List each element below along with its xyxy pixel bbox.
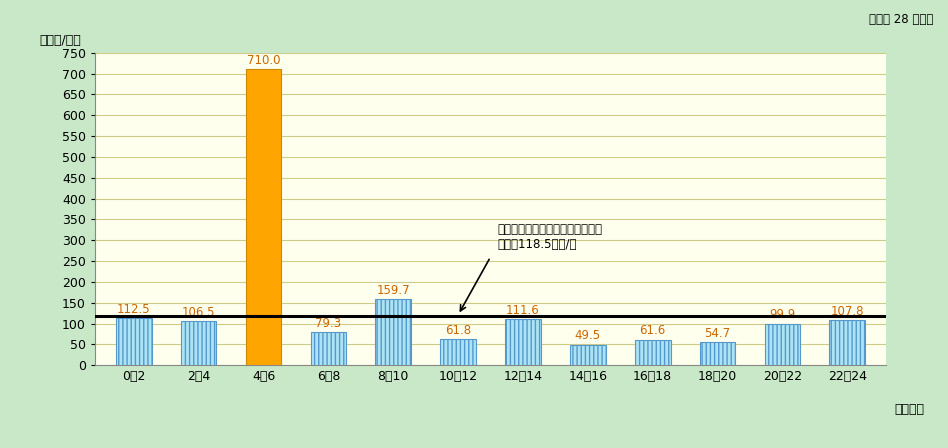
Text: 61.8: 61.8 bbox=[445, 324, 471, 337]
Bar bbox=[505, 319, 540, 365]
Text: 710.0: 710.0 bbox=[246, 54, 281, 67]
Text: 54.7: 54.7 bbox=[704, 327, 731, 340]
Bar bbox=[570, 345, 606, 365]
Text: 出火時刻が不明である火災を含む: 出火時刻が不明である火災を含む bbox=[497, 223, 602, 236]
Text: （万円/件）: （万円/件） bbox=[40, 34, 82, 47]
Text: 61.6: 61.6 bbox=[640, 324, 665, 337]
Text: （時刻）: （時刻） bbox=[894, 403, 924, 416]
Text: 99.9: 99.9 bbox=[769, 309, 795, 322]
Text: 106.5: 106.5 bbox=[182, 306, 215, 319]
Bar bbox=[311, 332, 346, 365]
Text: 112.5: 112.5 bbox=[117, 303, 151, 316]
Text: 79.3: 79.3 bbox=[316, 317, 341, 330]
Text: 159.7: 159.7 bbox=[376, 284, 410, 297]
Bar bbox=[764, 323, 800, 365]
Bar bbox=[635, 340, 670, 365]
Bar bbox=[440, 340, 476, 365]
Text: （平成 28 年中）: （平成 28 年中） bbox=[869, 13, 934, 26]
Bar bbox=[375, 299, 411, 365]
Text: 107.8: 107.8 bbox=[830, 305, 864, 318]
Bar bbox=[830, 320, 866, 365]
Bar bbox=[700, 342, 736, 365]
Text: 49.5: 49.5 bbox=[574, 329, 601, 342]
Bar bbox=[246, 69, 282, 365]
Bar bbox=[181, 321, 216, 365]
Text: 111.6: 111.6 bbox=[506, 304, 539, 317]
Text: 平均：118.5万円/件: 平均：118.5万円/件 bbox=[497, 237, 576, 250]
Bar bbox=[116, 319, 152, 365]
